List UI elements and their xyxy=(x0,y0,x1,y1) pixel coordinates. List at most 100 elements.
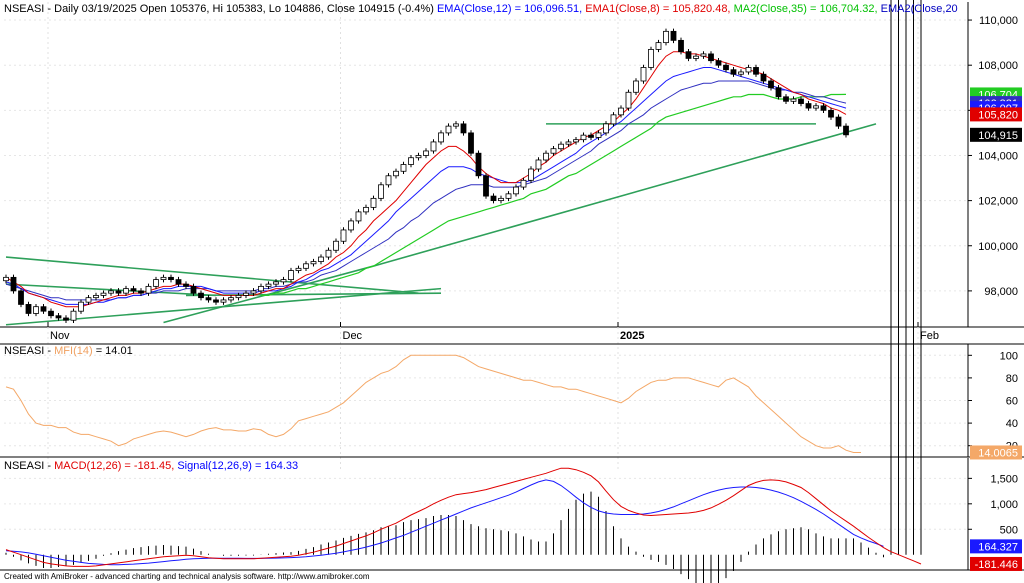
price-header: NSEASI - Daily 03/19/2025 Open 105376, H… xyxy=(4,3,958,15)
candle-body xyxy=(228,297,234,301)
candle-body xyxy=(498,197,504,202)
candle-body xyxy=(790,98,797,102)
x-tick-label: Nov xyxy=(50,330,70,342)
candle-body xyxy=(610,114,617,125)
macd-line xyxy=(5,467,922,567)
candle-body xyxy=(768,80,774,89)
candle-body xyxy=(460,123,467,134)
macd-header-prefix: NSEASI - xyxy=(4,460,55,472)
candle-body xyxy=(10,276,17,292)
legend-ma35: MA2(Close,35) = 106,704.32, xyxy=(733,3,878,15)
candle-body xyxy=(123,288,129,294)
macd-tag-label: -181.446 xyxy=(975,559,1018,571)
candle-body xyxy=(55,315,62,319)
candle-body xyxy=(700,53,707,57)
candle-body xyxy=(723,64,729,71)
price-panel[interactable]: 98,000100,000102,000104,000106,000108,00… xyxy=(0,2,1024,470)
legend-ema20: EMA2(Close,20 xyxy=(880,3,958,15)
candle-body xyxy=(708,53,714,62)
candle-body xyxy=(198,292,204,299)
candle-body xyxy=(243,292,249,296)
candle-body xyxy=(415,155,422,159)
candle-body xyxy=(738,71,744,75)
candle-body xyxy=(453,123,459,127)
candle-body xyxy=(18,290,24,305)
candle-body xyxy=(423,150,429,156)
candle-body xyxy=(603,123,609,134)
candle-body xyxy=(783,96,789,102)
candle-body xyxy=(445,125,452,134)
candle-body xyxy=(663,30,669,44)
candle-body xyxy=(78,301,84,312)
x-tick-label: Dec xyxy=(343,330,363,342)
candle-body xyxy=(468,132,474,154)
candle-body xyxy=(258,285,264,292)
candle-body xyxy=(408,157,414,165)
price-tag-label: 105,820 xyxy=(978,109,1018,121)
legend-ema12: EMA(Close,12) = 106,096.51, xyxy=(436,3,583,15)
x-tick-label: 2025 xyxy=(620,330,644,342)
candle-body xyxy=(48,310,54,317)
candle-body xyxy=(235,295,242,299)
price-axis-tick-label: 108,000 xyxy=(978,60,1018,72)
candle-body xyxy=(828,109,834,118)
candle-body xyxy=(93,295,99,299)
candle-body xyxy=(355,211,362,222)
legend-mfi: MFI(14) xyxy=(54,345,93,357)
candle-body xyxy=(475,152,482,177)
candle-body xyxy=(520,179,527,188)
mfi-header-prefix: NSEASI - xyxy=(4,345,55,357)
mfi-panel[interactable]: 2040608010014.0065 xyxy=(0,343,1024,460)
ema20-line xyxy=(5,80,847,301)
candle-body xyxy=(108,290,114,294)
candle-body xyxy=(33,306,39,314)
candle-body xyxy=(378,184,384,199)
candle-body xyxy=(220,299,227,303)
footer-credit: Created with AmiBroker - advanced charti… xyxy=(4,572,370,581)
candle-body xyxy=(730,69,737,75)
legend-signal: Signal(12,26,9) = 164.33 xyxy=(177,460,299,472)
mfi-axis-tick-label: 60 xyxy=(1006,396,1018,408)
candle-body xyxy=(513,186,519,195)
candle-body xyxy=(153,279,159,287)
mfi-line xyxy=(5,354,861,453)
candle-body xyxy=(595,132,602,138)
candle-body xyxy=(183,283,189,287)
trendline xyxy=(163,265,374,324)
candle-body xyxy=(670,30,677,41)
candle-body xyxy=(760,73,767,82)
candle-body xyxy=(63,317,69,321)
mfi-axis-tick-label: 100 xyxy=(1000,350,1018,362)
candle-body xyxy=(805,103,812,109)
candle-body xyxy=(835,116,842,127)
mfi-header: NSEASI - MFI(14) = 14.01 xyxy=(4,345,133,357)
mfi-header-value: = 14.01 xyxy=(95,345,133,357)
candle-body xyxy=(753,67,759,75)
price-tag-box xyxy=(970,107,1022,122)
candle-body xyxy=(190,285,197,294)
candle-body xyxy=(70,310,77,321)
candle-body xyxy=(820,105,827,111)
candle-body xyxy=(160,276,167,281)
legend-ema8: EMA1(Close,8) = 105,820.48, xyxy=(585,3,731,15)
macd-axis-tick-label: 1,500 xyxy=(990,473,1018,485)
candle-body xyxy=(400,164,407,172)
price-axis-tick-label: 98,000 xyxy=(984,286,1018,298)
candle-body xyxy=(325,249,332,258)
candle-body xyxy=(370,197,377,208)
price-axis-tick-label: 102,000 xyxy=(978,196,1018,208)
candle-body xyxy=(678,39,684,53)
candle-body xyxy=(85,297,92,303)
price-axis-tick-label: 110,000 xyxy=(979,15,1018,27)
price-tag-box xyxy=(970,127,1022,142)
candle-body xyxy=(145,285,152,294)
candle-body xyxy=(685,51,692,59)
candle-body xyxy=(295,267,302,271)
candle-body xyxy=(535,159,542,170)
candle-body xyxy=(303,263,309,269)
ma35-line xyxy=(261,93,847,296)
macd-axis-tick-label: 1,000 xyxy=(990,499,1018,511)
trendline xyxy=(373,123,877,267)
candle-body xyxy=(205,297,212,301)
